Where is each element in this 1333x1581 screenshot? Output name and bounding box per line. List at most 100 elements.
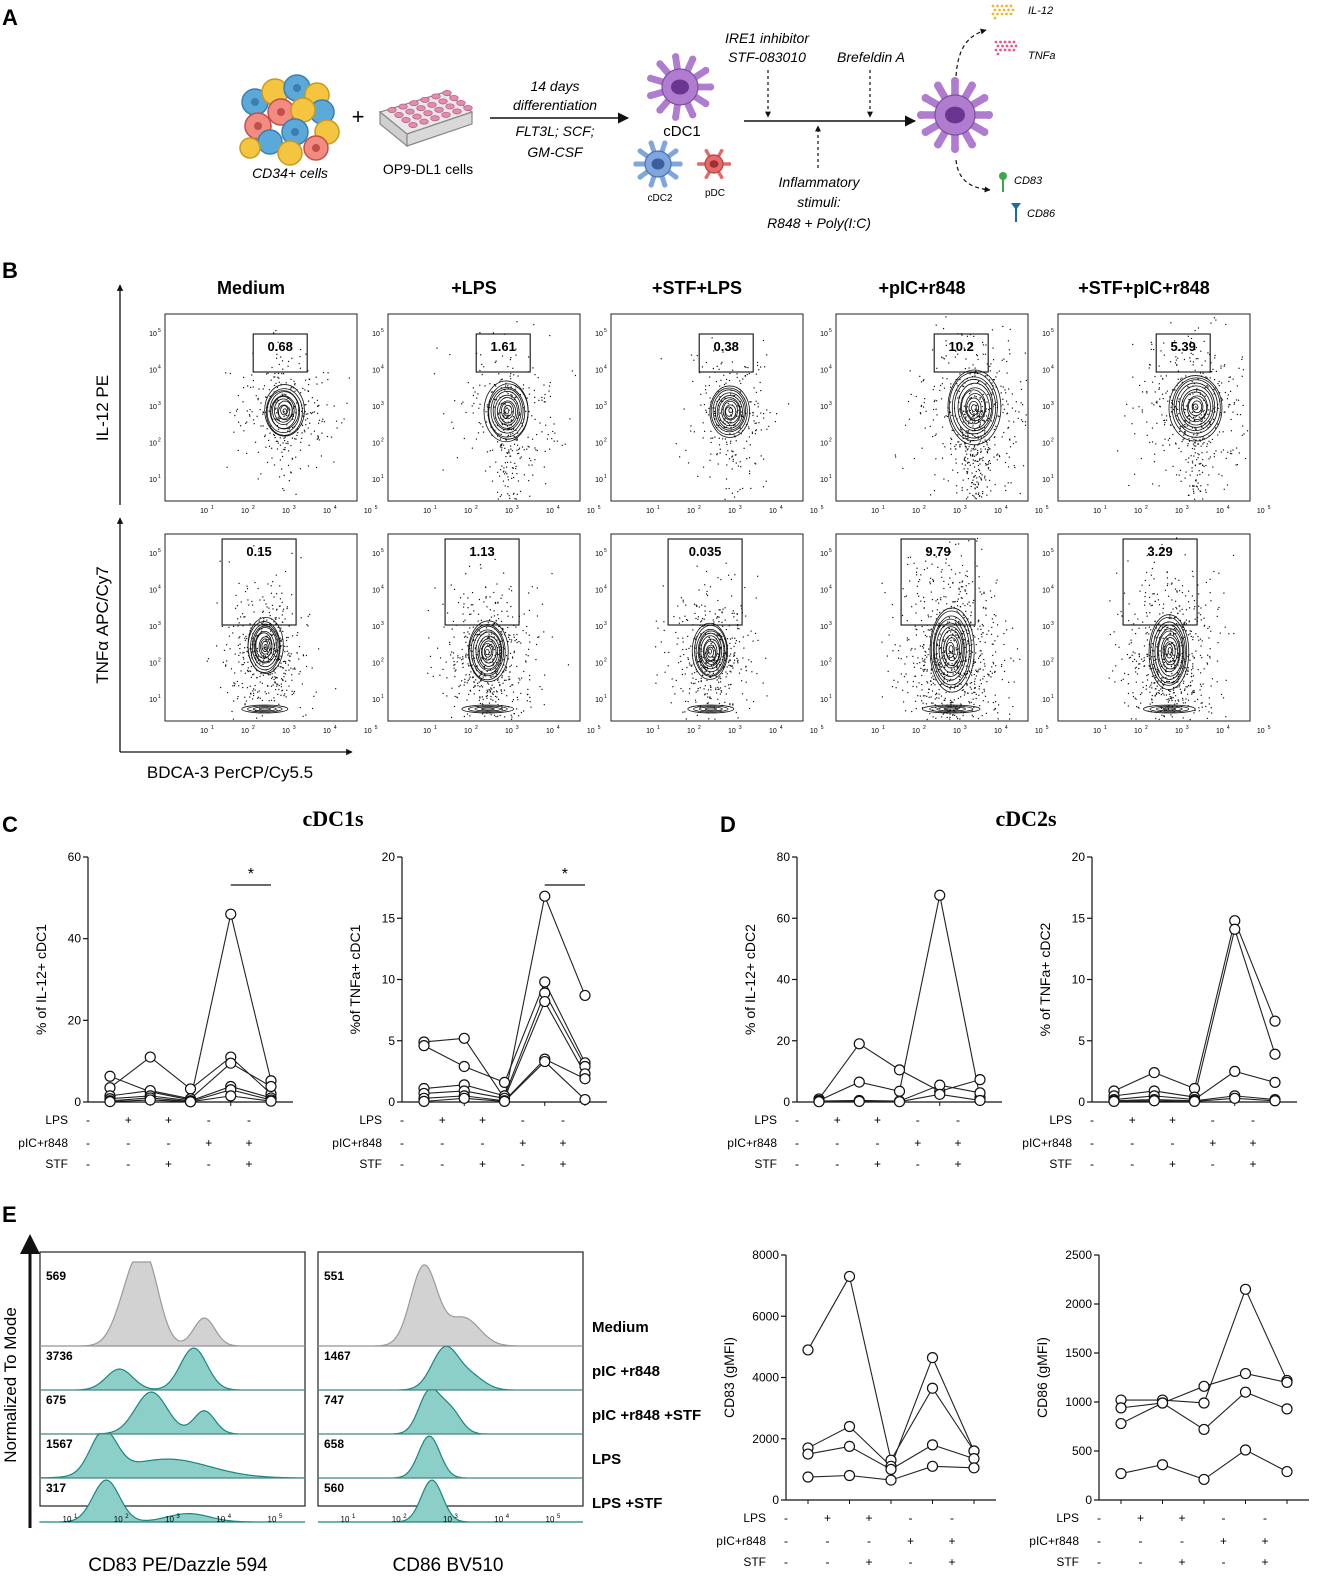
diff-line2: differentiation xyxy=(513,97,597,113)
data-point xyxy=(458,1032,470,1044)
svg-text:10: 10 xyxy=(595,660,603,667)
y-tick-label: 60 xyxy=(777,911,791,925)
data-point xyxy=(104,1095,116,1108)
b-y-tick-label: 10 1 xyxy=(820,474,832,484)
panel-e: E Normalized To Mode CD83 PE/Dazzle 594 … xyxy=(1,1202,701,1576)
b-x-tick-label: 10 5 xyxy=(587,505,601,515)
y-tick-label: 0 xyxy=(74,1095,81,1109)
histogram-cd86: 551 1467 747 658 560 10 1 10 2 10 3 10 4 10 5 xyxy=(317,1251,584,1524)
svg-text:10: 10 xyxy=(587,728,595,735)
data-point xyxy=(579,989,591,1002)
condition-sign: + xyxy=(907,1534,914,1548)
b-x-tick-label: 10 4 xyxy=(1216,505,1230,515)
histogram-row-label: pIC +r848 +STF xyxy=(592,1407,701,1424)
data-point xyxy=(934,889,946,901)
b-y-tick-label: 10 3 xyxy=(372,621,384,631)
condition-sign: + xyxy=(1129,1113,1136,1127)
b-y-tick-label: 10 3 xyxy=(820,621,832,631)
secretion-arrow xyxy=(955,28,987,77)
y-tick-label: 4000 xyxy=(752,1371,779,1385)
svg-text:5: 5 xyxy=(1046,725,1049,731)
condition-row-label: LPS xyxy=(359,1113,382,1127)
b-y-tick-label: 10 4 xyxy=(595,584,607,594)
condition-row-label: pIC+r848 xyxy=(332,1136,382,1150)
svg-text:10: 10 xyxy=(820,660,828,667)
svg-text:2: 2 xyxy=(158,657,161,663)
data-point xyxy=(1269,1095,1281,1107)
condition-sign: - xyxy=(1211,1113,1215,1127)
svg-text:10: 10 xyxy=(769,508,777,515)
e-ylabel: Normalized To Mode xyxy=(1,1307,20,1463)
op9-plate-icon xyxy=(378,90,474,148)
condition-sign: - xyxy=(400,1136,404,1150)
b-y-tick-label: 10 1 xyxy=(820,694,832,704)
b-xlabel: BDCA-3 PerCP/Cy5.5 xyxy=(147,763,313,782)
e-cd83-chart: 0 2000 4000 6000 8000 CD83 (gMFI) LPS - + + - - pIC+… xyxy=(716,1248,996,1569)
data-point xyxy=(968,1462,980,1474)
data-point xyxy=(265,1080,277,1093)
svg-text:10: 10 xyxy=(149,660,157,667)
data-point xyxy=(1156,1397,1169,1409)
plus-sign: + xyxy=(352,104,365,129)
svg-text:1: 1 xyxy=(434,505,437,511)
condition-sign: + xyxy=(874,1113,881,1127)
b-x-tick-label: 10 4 xyxy=(546,725,560,735)
series-line xyxy=(807,1274,975,1462)
data-point xyxy=(1198,1397,1210,1409)
condition-sign: + xyxy=(954,1157,961,1171)
condition-row-label: LPS xyxy=(754,1113,777,1127)
condition-sign: + xyxy=(479,1157,486,1171)
b-x-tick-label: 10 3 xyxy=(1175,725,1189,735)
svg-text:3: 3 xyxy=(964,725,967,731)
condition-row-label: LPS xyxy=(1056,1511,1079,1525)
gate-percentage: 9.79 xyxy=(925,544,950,559)
y-tick-label: 0 xyxy=(772,1493,779,1507)
panel-label-a: A xyxy=(2,5,18,30)
condition-sign: - xyxy=(956,1113,960,1127)
e-x-tick-label: 10 1 xyxy=(63,1514,78,1524)
svg-text:10: 10 xyxy=(1042,331,1050,338)
svg-text:10: 10 xyxy=(372,367,380,374)
data-point xyxy=(853,1095,865,1107)
condition-sign: + xyxy=(479,1113,486,1127)
condition-sign: - xyxy=(909,1511,913,1525)
y-axis-label: %of TNFa+ cDC1 xyxy=(347,924,363,1034)
svg-text:10: 10 xyxy=(820,697,828,704)
svg-text:10: 10 xyxy=(282,728,290,735)
svg-text:10: 10 xyxy=(595,331,603,338)
gmfi-value: 675 xyxy=(46,1393,66,1407)
svg-text:10: 10 xyxy=(820,440,828,447)
y-tick-label: 15 xyxy=(382,911,396,925)
svg-text:3: 3 xyxy=(293,505,296,511)
svg-text:10: 10 xyxy=(810,728,818,735)
condition-sign: - xyxy=(867,1534,871,1548)
svg-text:3: 3 xyxy=(158,621,161,627)
b-x-tick-label: 10 4 xyxy=(769,725,783,735)
gmfi-value: 569 xyxy=(46,1269,66,1283)
e-x-tick-label: 10 5 xyxy=(546,1514,561,1524)
y-tick-label: 0 xyxy=(388,1095,395,1109)
b-x-tick-label: 10 2 xyxy=(912,505,926,515)
svg-text:3: 3 xyxy=(604,621,607,627)
b-x-tick-label: 10 2 xyxy=(687,505,701,515)
condition-sign: - xyxy=(86,1157,90,1171)
svg-text:10: 10 xyxy=(149,331,157,338)
svg-text:4: 4 xyxy=(557,725,560,731)
condition-sign: - xyxy=(1139,1555,1143,1569)
svg-text:10: 10 xyxy=(595,587,603,594)
y-tick-label: 0 xyxy=(1078,1095,1085,1109)
data-point xyxy=(893,1085,906,1097)
data-point xyxy=(926,1382,939,1394)
svg-text:10: 10 xyxy=(372,477,380,484)
b-x-tick-label: 10 5 xyxy=(364,725,378,735)
svg-text:10: 10 xyxy=(546,728,554,735)
condition-sign: - xyxy=(1090,1157,1094,1171)
svg-text:2: 2 xyxy=(252,725,255,731)
panel-b: B Medium +LPS +STF+LPS +pIC+r848 +STF+pIC+r8… xyxy=(2,258,1271,782)
histogram-row-label: Medium xyxy=(592,1319,649,1336)
y-tick-label: 0 xyxy=(783,1095,790,1109)
condition-sign: - xyxy=(126,1136,130,1150)
svg-text:2: 2 xyxy=(475,725,478,731)
svg-text:3: 3 xyxy=(293,725,296,731)
histogram-peak xyxy=(318,1435,583,1479)
